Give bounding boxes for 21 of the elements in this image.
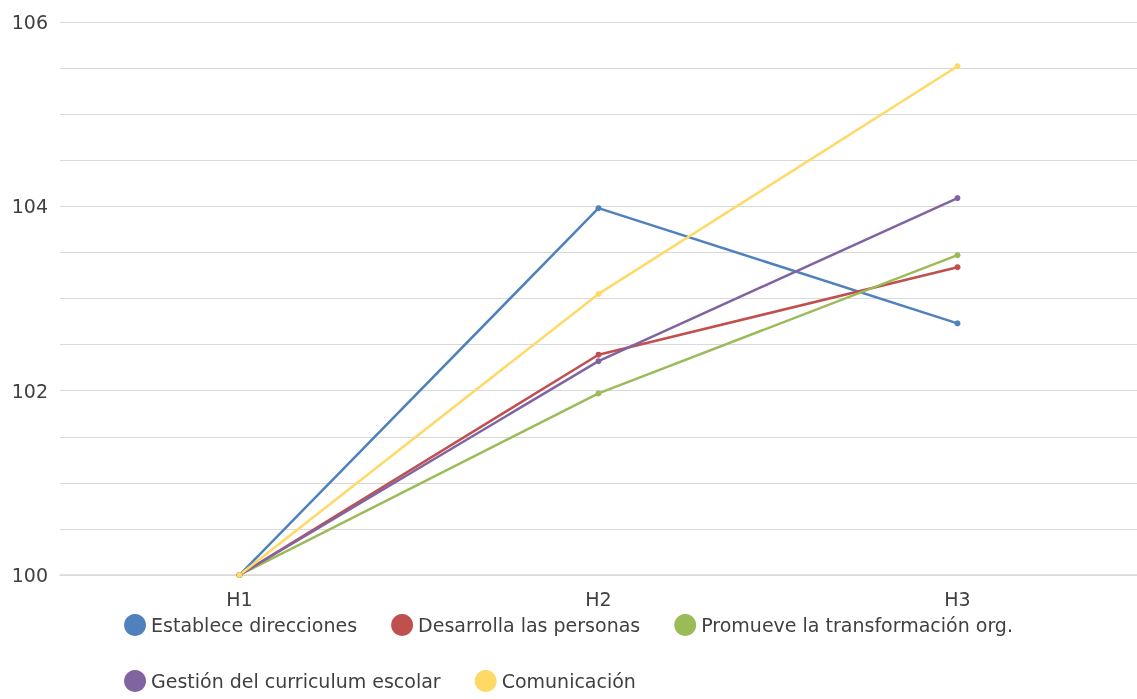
legend-label: Promueve la transformación org. xyxy=(701,614,1013,636)
point xyxy=(595,351,602,358)
y-tick-label: 100 xyxy=(11,564,48,586)
point xyxy=(595,290,602,297)
y-tick-label: 106 xyxy=(11,11,48,33)
legend-label: Comunicación xyxy=(501,670,636,692)
legend-label: Gestión del curriculum escolar xyxy=(151,670,441,692)
legend-label: Establece direcciones xyxy=(151,614,358,636)
y-tick-label: 104 xyxy=(11,195,48,218)
y-tick-label: 102 xyxy=(11,379,48,402)
point xyxy=(595,205,602,212)
point xyxy=(595,358,602,365)
x-tick-label: H2 xyxy=(585,587,612,610)
point xyxy=(954,195,961,202)
point xyxy=(954,63,961,70)
point xyxy=(595,390,602,397)
legend-label: Desarrolla las personas xyxy=(418,614,641,636)
point xyxy=(954,264,961,271)
point xyxy=(954,252,961,259)
x-tick-label: H3 xyxy=(944,587,971,610)
x-tick-label: H1 xyxy=(226,587,253,610)
